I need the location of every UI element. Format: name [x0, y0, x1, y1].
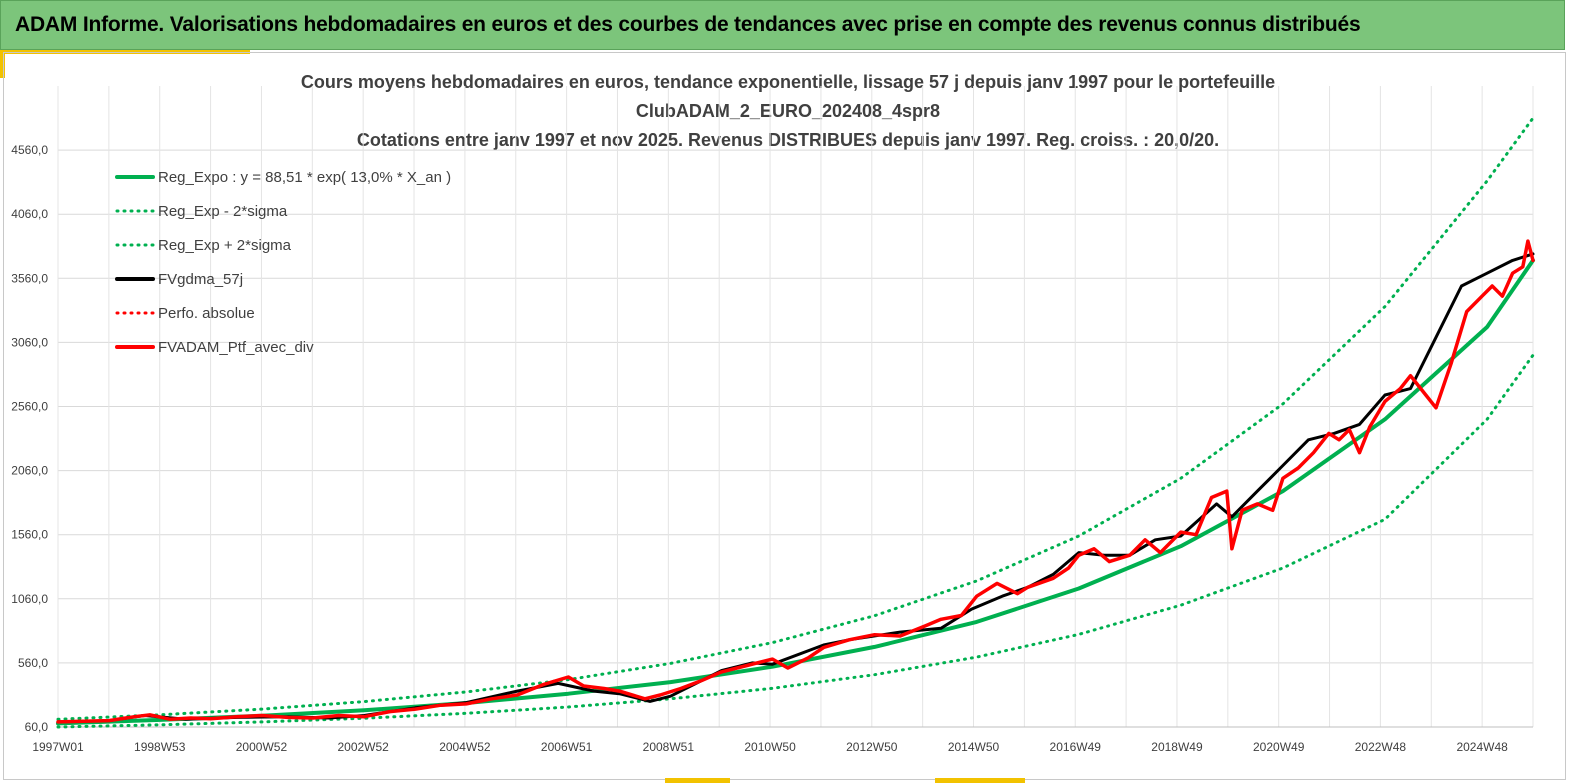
- accent-strip-left: [0, 50, 5, 78]
- x-tick-label: 2002W52: [337, 740, 389, 754]
- x-tick-label: 2000W52: [236, 740, 288, 754]
- x-tick-label: 2006W51: [541, 740, 593, 754]
- accent-strip-bottom: [935, 778, 1025, 783]
- legend-label-ptf: FVADAM_Ptf_avec_div: [158, 339, 314, 356]
- page-title: ADAM Informe. Valorisations hebdomadaire…: [15, 13, 1361, 36]
- y-tick-label: 1560,0: [11, 528, 48, 542]
- x-tick-label: 1998W53: [134, 740, 186, 754]
- x-tick-label: 2024W48: [1456, 740, 1508, 754]
- series-line-high: [56, 116, 1535, 721]
- y-tick-label: 2560,0: [11, 400, 48, 414]
- chart-title-line-1: Cours moyens hebdomadaires en euros, ten…: [301, 72, 1275, 92]
- x-tick-label: 2016W49: [1050, 740, 1102, 754]
- series-line-reg: [56, 258, 1535, 726]
- legend-label-high: Reg_Exp + 2*sigma: [158, 237, 292, 254]
- x-tick-label: 2018W49: [1151, 740, 1203, 754]
- legend-label-low: Reg_Exp - 2*sigma: [158, 203, 288, 220]
- x-tick-label: 2004W52: [439, 740, 491, 754]
- chart-frame: [3, 52, 1566, 780]
- legend-label-fv: FVgdma_57j: [158, 271, 243, 288]
- x-tick-label: 2010W50: [744, 740, 796, 754]
- y-tick-label: 2060,0: [11, 464, 48, 478]
- legend-label-perf: Perfo. absolue: [158, 305, 255, 322]
- x-tick-label: 2012W50: [846, 740, 898, 754]
- x-tick-label: 2008W51: [643, 740, 695, 754]
- chart-title-line-3: Cotations entre janv 1997 et nov 2025. R…: [357, 130, 1219, 150]
- y-tick-label: 560,0: [18, 656, 48, 670]
- axes: 60,0 560,0 1060,0 1560,0 2060,0 2560,0 3060,0 3…: [11, 143, 1533, 754]
- chart-title-line-2: ClubADAM_2_EURO_202408_4spr8: [636, 101, 940, 121]
- x-tick-label: 2014W50: [948, 740, 1000, 754]
- y-tick-label: 60,0: [25, 720, 49, 734]
- series-layer: [56, 116, 1535, 729]
- y-tick-label: 4560,0: [11, 143, 48, 157]
- y-tick-label: 3060,0: [11, 335, 48, 349]
- y-tick-label: 1060,0: [11, 592, 48, 606]
- series-line-low: [56, 353, 1535, 729]
- chart-title: Cours moyens hebdomadaires en euros, ten…: [301, 72, 1275, 150]
- x-tick-label: 1997W01: [32, 740, 84, 754]
- y-tick-label: 4060,0: [11, 207, 48, 221]
- legend-label-reg: Reg_Expo : y = 88,51 * exp( 13,0% * X_an…: [158, 169, 451, 186]
- accent-strip-bottom: [665, 778, 730, 783]
- series-line-ptf: [56, 239, 1535, 724]
- x-tick-label: 2020W49: [1253, 740, 1305, 754]
- x-tick-label: 2022W48: [1355, 740, 1407, 754]
- legend: Reg_Expo : y = 88,51 * exp( 13,0% * X_an…: [115, 169, 451, 356]
- header-bar: ADAM Informe. Valorisations hebdomadaire…: [0, 0, 1565, 50]
- y-tick-label: 3560,0: [11, 271, 48, 285]
- series-line-fv: [56, 252, 1535, 724]
